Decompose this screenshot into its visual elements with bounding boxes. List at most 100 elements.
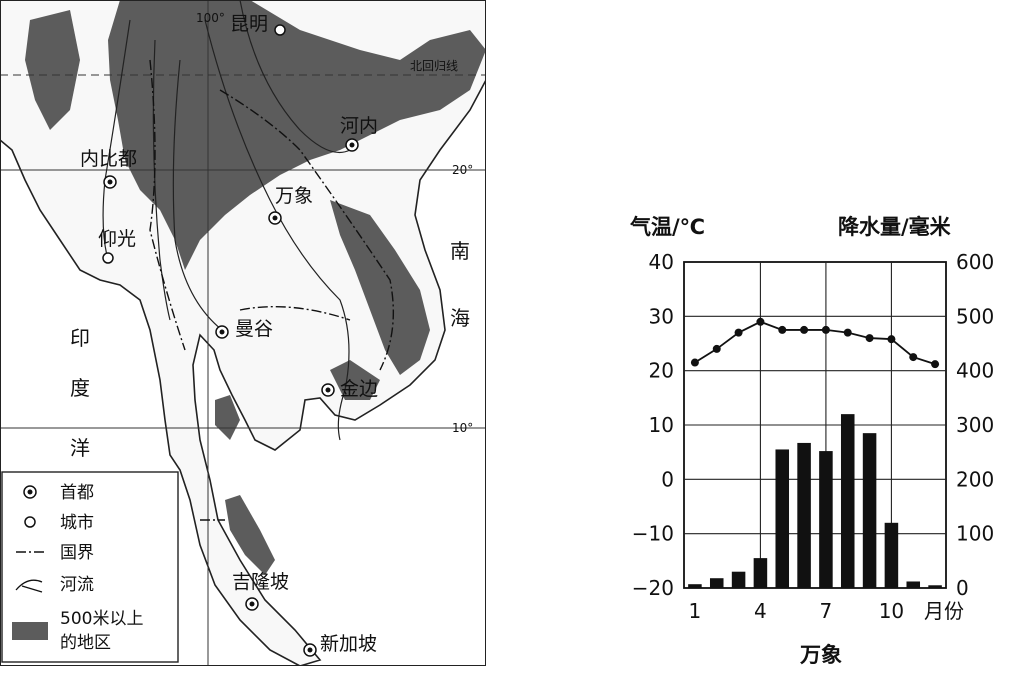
left-tick-label: 40 — [649, 250, 674, 274]
precip-bar-8 — [840, 414, 855, 588]
border-thailand-cambodia — [239, 305, 351, 321]
label-yangon: 仰光 — [98, 228, 136, 250]
cities: 昆明 河内 内比都 万象 仰光 曼谷 金边 — [80, 13, 378, 657]
city-phnompenh: 金边 — [321, 378, 378, 400]
label-lon-100: 100° — [196, 11, 225, 25]
precip-bar-9 — [862, 433, 877, 588]
label-indian-ocean-1: 印 — [70, 326, 90, 350]
right-tick-label: 400 — [956, 359, 994, 383]
right-tick-label: 200 — [956, 467, 994, 491]
legend-capital: 首都 — [23, 483, 94, 503]
label-singapore: 新加坡 — [320, 633, 377, 655]
city-yangon: 仰光 — [98, 228, 136, 264]
map-panel: 昆明 河内 内比都 万象 仰光 曼谷 金边 — [0, 0, 487, 667]
temp-point-3 — [734, 328, 743, 337]
temp-point-5 — [778, 325, 787, 334]
right-tick-label: 100 — [956, 522, 994, 546]
highland-areas — [25, 0, 486, 575]
border-laos-vietnam — [219, 89, 394, 371]
city-hanoi: 河内 — [340, 115, 378, 152]
irrawaddy-river — [102, 19, 131, 261]
left-axis-title: 气温/℃ — [629, 215, 705, 239]
left-tick-label: 30 — [649, 304, 674, 328]
left-tick-label: 10 — [649, 413, 674, 437]
label-kualalumpur: 吉隆坡 — [232, 571, 289, 593]
city-kunming: 昆明 — [230, 13, 286, 36]
temp-point-2 — [712, 344, 721, 353]
borders — [149, 59, 394, 521]
city-singapore: 新加坡 — [303, 633, 377, 657]
x-tick-label: 4 — [754, 599, 767, 623]
label-south-sea-1: 南 — [450, 239, 470, 263]
precipitation-bars — [688, 414, 942, 588]
temp-point-9 — [865, 334, 874, 343]
right-axis-title: 降水量/毫米 — [838, 215, 952, 239]
border-myanmar-thailand — [149, 59, 186, 351]
landmass — [0, 0, 487, 667]
right-tick-label: 500 — [956, 304, 994, 328]
chao-phraya-river — [172, 59, 223, 331]
temp-point-6 — [800, 325, 809, 334]
red-river — [239, 0, 351, 154]
temperature-line — [690, 317, 940, 369]
chart-title: 万象 — [799, 643, 842, 667]
sea-labels: 印 度 洋 南 海 — [70, 239, 470, 460]
right-tick-label: 300 — [956, 413, 994, 437]
chart-ticks: 40 600 30 500 20 400 10 300 0 200 −10 100 −20 0 1 4 7 10 月… — [632, 250, 994, 623]
rivers — [102, 0, 351, 441]
legend-highland: 500米以上 的地区 — [12, 609, 143, 653]
temp-point-10 — [887, 335, 896, 344]
precip-bar-10 — [884, 522, 899, 588]
city-vientiane: 万象 — [268, 185, 313, 225]
temp-point-12 — [931, 360, 940, 369]
legend-city: 城市 — [24, 513, 94, 533]
precip-bar-11 — [906, 581, 921, 588]
city-bangkok: 曼谷 — [215, 318, 273, 340]
precip-bar-6 — [797, 442, 811, 588]
x-tick-label: 1 — [689, 599, 702, 623]
label-hanoi: 河内 — [340, 115, 378, 137]
city-naypyidaw: 内比都 — [80, 148, 137, 189]
temp-point-11 — [909, 353, 918, 362]
temp-point-4 — [756, 317, 765, 326]
svg-text:500米以上: 500米以上 — [60, 609, 143, 629]
label-lat-20: 20° — [452, 163, 473, 177]
precip-bar-5 — [775, 449, 790, 588]
label-south-sea-2: 海 — [450, 306, 470, 330]
x-unit-label: 月份 — [924, 599, 964, 623]
label-indian-ocean-2: 度 — [70, 376, 90, 400]
grid-lines — [0, 0, 486, 666]
svg-text:河流: 河流 — [60, 575, 94, 595]
precip-bar-1 — [688, 584, 702, 588]
svg-text:首都: 首都 — [60, 483, 94, 503]
chart-grid — [683, 261, 947, 589]
label-phnompenh: 金边 — [340, 378, 378, 400]
precip-bar-4 — [753, 558, 768, 588]
mekong-river — [204, 19, 350, 441]
precip-bar-3 — [731, 571, 746, 588]
right-tick-label: 600 — [956, 250, 994, 274]
legend-border: 国界 — [16, 543, 94, 563]
label-bangkok: 曼谷 — [235, 318, 273, 340]
label-kunming: 昆明 — [230, 13, 268, 35]
label-naypyidaw: 内比都 — [80, 148, 137, 170]
right-tick-label: 0 — [956, 576, 969, 600]
svg-text:的地区: 的地区 — [60, 633, 111, 653]
climate-chart: 气温/℃ 降水量/毫米 40 600 30 500 20 400 10 300 0 200 −10 1… — [600, 200, 1020, 674]
x-tick-label: 7 — [820, 599, 833, 623]
label-indian-ocean-3: 洋 — [70, 436, 90, 460]
left-tick-label: 20 — [649, 359, 674, 383]
temp-point-7 — [821, 325, 830, 334]
label-lat-10: 10° — [452, 421, 473, 435]
svg-text:国界: 国界 — [60, 543, 94, 563]
grid-labels: 100° 20° 10° 北回归线 — [196, 11, 473, 435]
precip-bar-7 — [819, 451, 833, 588]
map-svg: 昆明 河内 内比都 万象 仰光 曼谷 金边 — [0, 0, 487, 667]
temperature-polyline — [694, 320, 936, 366]
precip-bar-2 — [709, 578, 724, 588]
temp-point-1 — [690, 358, 699, 367]
left-tick-label: 0 — [661, 467, 674, 491]
label-tropic: 北回归线 — [410, 59, 458, 73]
x-tick-label: 10 — [879, 599, 904, 623]
